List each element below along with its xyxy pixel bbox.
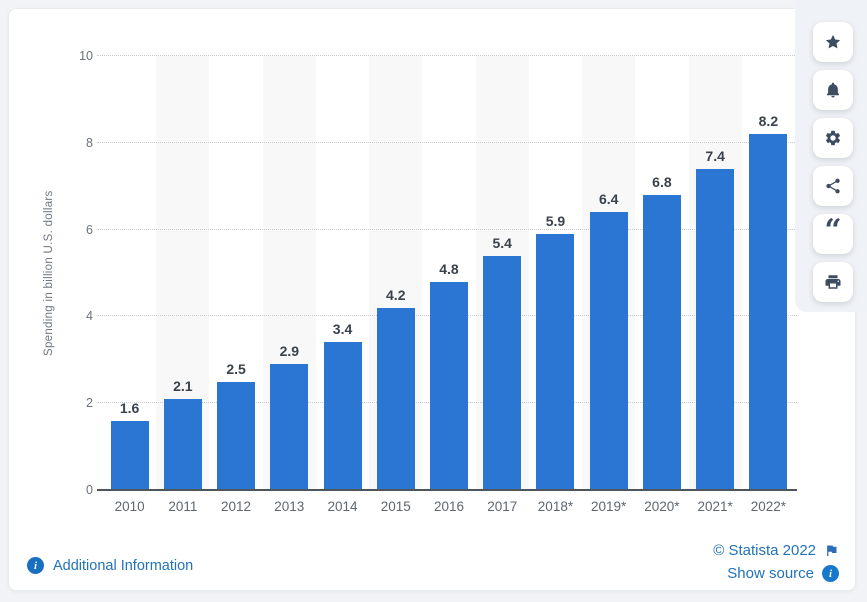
gear-icon [824,129,842,147]
y-tick-label: 6 [86,222,93,237]
bar-value-label: 2.5 [226,360,246,377]
print-button[interactable] [813,262,853,302]
flag-icon [824,543,839,558]
bar-value-label: 2.9 [279,343,300,360]
bar-value-label: 5.9 [545,212,566,229]
y-axis-title: Spending in billion U.S. dollars [43,190,55,356]
share-icon [824,177,842,195]
x-tick-label: 2020* [644,499,680,514]
y-tick-label: 10 [79,49,93,63]
x-tick-label: 2013 [274,499,305,514]
bar-2014 [323,342,362,490]
bar-2018* [536,233,575,490]
x-tick-label: 2021* [697,499,733,514]
additional-information-link[interactable]: i Additional Information [27,557,193,574]
x-tick-label: 2017 [487,499,518,514]
bar-2015 [376,307,415,490]
x-tick-label: 2010 [114,499,145,514]
alerts-button[interactable] [813,70,853,110]
show-source-label: Show source [727,565,814,582]
x-tick-label: 2012 [221,499,252,514]
bar-value-label: 4.2 [386,286,406,303]
chart-card: Spending in billion U.S. dollars 0 2 4 6 8 10… [8,8,856,591]
bar-value-label: 4.8 [439,260,459,277]
bar-2013 [270,364,309,490]
x-tick-label: 2018* [537,499,574,514]
x-tick-label: 2022* [750,499,787,514]
x-tick-label: 2015 [380,499,411,514]
y-tick-label: 8 [86,135,93,150]
info-icon: i [27,557,44,574]
gridline [97,141,797,143]
share-button[interactable] [813,166,853,206]
additional-information-label: Additional Information [53,557,194,574]
bar-2016 [430,281,468,490]
y-tick-label: 2 [86,396,93,411]
cite-button[interactable]: “ [813,214,853,254]
x-tick-label: 2019* [591,499,627,514]
favorite-button[interactable] [813,22,853,62]
bar-value-label: 2.1 [173,377,193,394]
bar-value-label: 6.4 [598,191,619,208]
x-tick-label: 2011 [168,499,198,514]
bar-2010 [110,420,149,490]
quote-icon: “ [824,213,842,248]
copyright-label: © Statista 2022 [713,542,816,559]
print-icon [824,273,842,291]
bar-value-label: 7.4 [705,147,725,164]
bar-2022* [749,134,788,490]
bell-icon [824,81,842,99]
source-info-icon: i [822,565,839,582]
star-icon [824,33,842,51]
gridline [97,55,797,56]
statista-copyright-link[interactable]: © Statista 2022 [713,542,839,559]
bar-2017 [483,255,522,490]
bar-value-label: 8.2 [758,113,779,130]
chart-toolbar: “ [813,22,853,310]
x-tick-label: 2016 [433,499,464,514]
bar-2019* [589,212,628,490]
y-tick-label: 4 [86,309,93,324]
bar-2021* [696,168,735,490]
y-tick-label: 0 [86,483,93,497]
bar-value-label: 5.4 [492,234,512,251]
bar-value-label: 1.6 [119,399,140,416]
bar-chart: Spending in billion U.S. dollars 0 2 4 6 8 10… [43,49,797,514]
footer-source-area: © Statista 2022 Show source i [713,536,839,582]
gridline [97,228,797,230]
show-source-link[interactable]: Show source i [713,565,839,582]
bar-2012 [217,381,256,490]
settings-button[interactable] [813,118,853,158]
bar-2011 [163,398,202,490]
bar-value-label: 3.4 [332,321,353,338]
x-tick-label: 2014 [327,499,358,514]
bar-value-label: 6.8 [652,173,672,190]
bar-2020* [642,194,681,490]
x-axis-line [97,489,797,491]
